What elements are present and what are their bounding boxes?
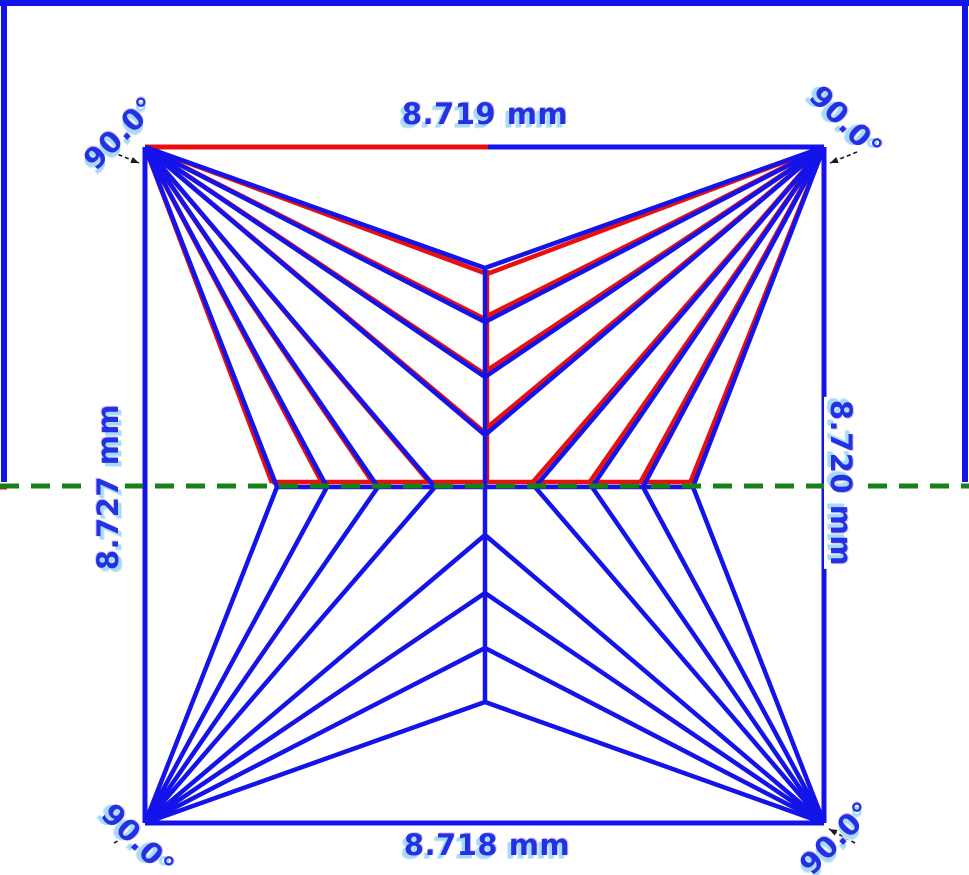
leader-arrowhead	[830, 157, 839, 163]
right-height-label: 8.720 mm	[824, 396, 858, 570]
diagram-line	[641, 485, 826, 825]
diagram-line	[483, 145, 826, 437]
diagram-line	[143, 145, 487, 379]
diagram-line	[144, 699, 486, 826]
diagram-line	[483, 591, 826, 825]
leader-arrowhead	[829, 829, 838, 836]
leader-arrowhead	[131, 829, 140, 836]
diagram-line	[690, 146, 827, 488]
outer-frame	[0, 0, 969, 482]
diagram-line	[483, 145, 826, 324]
diagram-line	[143, 145, 437, 489]
diagram-line	[144, 144, 486, 271]
diagram-line	[143, 485, 437, 825]
diagram-line	[484, 699, 825, 826]
corner-leader-arrows	[111, 151, 858, 844]
diagram-line	[143, 485, 329, 825]
diagram-line	[143, 144, 487, 325]
diagram-line	[533, 145, 826, 489]
bottom-width-label: 8.718 mm	[403, 828, 571, 862]
diagram-line	[142, 146, 280, 488]
left-height-label: 8.727 mm	[91, 400, 125, 574]
diagram-line	[143, 485, 380, 825]
diagram-line	[484, 144, 825, 271]
diagram-line	[143, 533, 487, 825]
diagram-line	[590, 485, 826, 825]
diagram-line	[143, 145, 329, 489]
diagram-line	[483, 145, 826, 379]
diagram-line	[143, 645, 487, 826]
diagram-line	[143, 145, 487, 437]
diagram-line	[143, 591, 487, 825]
diagram-line	[483, 533, 826, 825]
diagram-line	[590, 145, 826, 489]
diagram-line	[533, 485, 826, 825]
diagram-line	[641, 145, 826, 489]
top-width-label: 8.719 mm	[401, 97, 569, 131]
diagram-line	[143, 145, 380, 489]
diagram-line	[483, 646, 826, 825]
leader-arrowhead	[130, 157, 139, 163]
diagram-line	[142, 486, 280, 824]
diagram-line	[690, 486, 827, 824]
